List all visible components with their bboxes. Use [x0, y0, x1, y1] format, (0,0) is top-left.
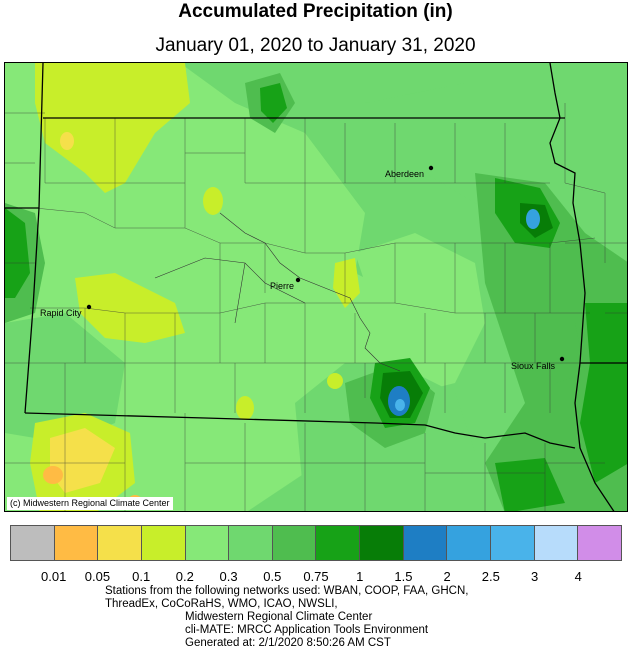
city-sioux-falls: Sioux Falls: [511, 356, 565, 371]
footer-line: Stations from the following networks use…: [105, 585, 469, 597]
legend-label: 3: [530, 569, 539, 584]
yellow-green-region-rapid: [75, 273, 185, 343]
yellow-spot-nw: [60, 132, 74, 150]
deep-green-region-w: [5, 208, 30, 298]
legend-swatch: [272, 526, 317, 560]
light-blue-spot-south: [395, 399, 405, 411]
copyright-credit: (c) Midwestern Regional Climate Center: [7, 497, 173, 510]
map-title: Accumulated Precipitation (in): [178, 1, 453, 22]
footer-line: cli-MATE: MRCC Application Tools Environ…: [185, 624, 429, 636]
legend-label: 0.5: [263, 569, 282, 584]
light-green-region-east: [355, 233, 485, 393]
legend-label: 1.5: [394, 569, 413, 584]
blue-spot-east: [526, 209, 540, 229]
legend-label: 4: [574, 569, 582, 584]
deep-green-region-se-south: [495, 458, 565, 511]
dark-green-region-se: [535, 313, 585, 383]
missouri-river: [219, 212, 401, 372]
city-rapid-city: Rapid City: [40, 304, 92, 318]
footer-notes: Stations from the following networks use…: [105, 585, 468, 650]
map-canvas: Aberdeen Pierre Rapid City Sioux Falls: [5, 63, 627, 511]
legend-swatch: [578, 526, 621, 560]
footer-line: ThreadEx, CoCoRaHS, WMO, ICAO, NWSLI,: [105, 598, 338, 610]
city-label-pierre: Pierre: [270, 281, 294, 291]
city-dot: [295, 277, 301, 283]
legend-label: 0.2: [175, 569, 194, 584]
reservation-boundary: [154, 257, 306, 324]
legend-label: 2.5: [481, 569, 500, 584]
precipitation-map: Aberdeen Pierre Rapid City Sioux Falls (…: [4, 62, 628, 512]
legend-label: 0.3: [219, 569, 238, 584]
yellow-green-spot-3: [327, 373, 343, 389]
footer-line: Midwestern Regional Climate Center: [185, 611, 373, 623]
precipitation-legend: [10, 525, 622, 561]
deep-green-region-n: [260, 83, 287, 123]
footer-line: Generated at: 2/1/2020 8:50:26 AM CST: [185, 637, 391, 649]
yellow-region-sw: [50, 428, 115, 493]
legend-label: 2: [443, 569, 451, 584]
legend-label: 0.01: [41, 569, 67, 584]
legend-swatch: [447, 526, 492, 560]
legend-swatch: [141, 526, 186, 560]
legend-swatch: [491, 526, 535, 560]
city-aberdeen: Aberdeen: [385, 165, 434, 179]
legend-swatch: [11, 526, 55, 560]
city-label-aberdeen: Aberdeen: [385, 169, 424, 179]
state-borders: [5, 63, 627, 511]
city-dot: [428, 165, 434, 171]
city-pierre: Pierre: [270, 277, 301, 291]
legend-swatch: [360, 526, 404, 560]
legend-swatch: [229, 526, 273, 560]
legend-label: 0.05: [84, 569, 111, 584]
legend-swatch: [403, 526, 448, 560]
city-dot: [559, 356, 565, 362]
yellow-green-region-nw: [35, 63, 190, 193]
orange-spot-sw: [43, 466, 63, 484]
county-lines: [5, 103, 627, 511]
legend-swatch: [534, 526, 579, 560]
yellow-green-spot-1: [203, 187, 223, 215]
deep-green-region-se: [580, 303, 627, 483]
legend-label: 0.1: [132, 569, 151, 584]
yellow-green-spot-2: [236, 396, 254, 420]
legend-label: 0.75: [303, 569, 329, 584]
yellow-green-region-pierre: [333, 258, 360, 308]
legend-swatch: [316, 526, 361, 560]
city-dot: [86, 304, 92, 310]
legend-swatch: [54, 526, 99, 560]
legend-labels: 0.01 0.05 0.1 0.2 0.3 0.5 0.75 1 1.5 2 2.5 3 4: [0, 569, 631, 585]
legend-label: 1: [356, 569, 364, 584]
city-label-sioux-falls: Sioux Falls: [511, 361, 556, 371]
city-label-rapid-city: Rapid City: [40, 308, 82, 318]
legend-swatch: [185, 526, 230, 560]
legend-swatch: [98, 526, 142, 560]
date-range-subtitle: January 01, 2020 to January 31, 2020: [155, 35, 476, 56]
